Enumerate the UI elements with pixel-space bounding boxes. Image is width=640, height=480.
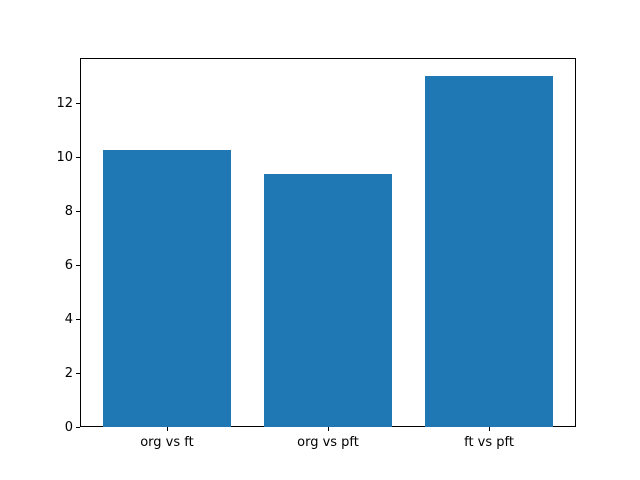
y-tick-label: 8 — [64, 203, 73, 219]
y-tick-mark — [76, 318, 80, 320]
y-tick-label: 2 — [64, 365, 73, 381]
x-tick-label: org vs pft — [297, 435, 359, 450]
x-tick-mark — [328, 427, 329, 431]
bar-org-vs-pft — [263, 174, 393, 427]
y-tick-mark — [76, 102, 80, 104]
bar-ft-vs-pft — [424, 75, 554, 427]
x-tick-mark — [489, 427, 491, 431]
y-tick-mark — [76, 372, 80, 374]
y-tick-mark — [76, 264, 80, 266]
y-tick-label: 4 — [64, 311, 73, 327]
y-tick-label: 0 — [64, 420, 73, 435]
y-tick-label: 12 — [56, 95, 73, 111]
y-tick-label: 10 — [56, 149, 73, 165]
y-tick-mark — [76, 156, 80, 158]
y-tick-mark — [76, 210, 80, 212]
y-tick-label: 6 — [64, 257, 73, 273]
x-tick-mark — [166, 427, 168, 431]
bar-org-vs-ft — [102, 150, 232, 427]
x-tick-label: org vs ft — [140, 435, 194, 450]
y-tick-mark — [76, 427, 80, 428]
x-tick-label: ft vs pft — [464, 435, 514, 450]
